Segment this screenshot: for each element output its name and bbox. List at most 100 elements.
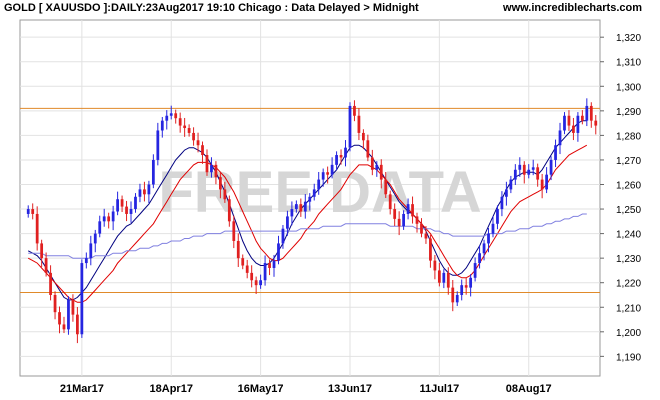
candle-body: [353, 105, 356, 116]
candle-body: [455, 294, 459, 303]
candle-body: [143, 189, 146, 195]
x-tick-label: 18Apr17: [150, 383, 193, 395]
candle-body: [187, 128, 191, 133]
candle-body: [330, 164, 334, 175]
candle-body: [40, 243, 44, 259]
candle-body: [388, 194, 392, 210]
x-axis: 21Mar17 18Apr17 16May17 13Jun17 11Jul17 08Aug…: [60, 383, 552, 395]
candle-body: [558, 130, 562, 146]
candle-body: [317, 179, 321, 190]
candle-body: [433, 260, 437, 271]
candle-body: [518, 164, 522, 170]
site-url[interactable]: www.incrediblecharts.com: [503, 2, 642, 14]
candle-body: [348, 105, 352, 148]
candle-body: [496, 209, 499, 224]
candle-body: [232, 221, 236, 241]
candle-body: [93, 233, 97, 244]
candle-body: [205, 155, 209, 173]
candles: [26, 98, 598, 344]
candle-body: [437, 270, 441, 283]
y-tick-label: 1,260: [616, 180, 641, 191]
x-tick-label: 16May17: [238, 383, 284, 395]
y-tick-label: 1,300: [616, 82, 641, 93]
candle-body: [509, 179, 513, 190]
candle-body: [31, 209, 35, 214]
candle-body: [134, 196, 137, 210]
candle-body: [290, 209, 294, 217]
candle-body: [464, 285, 468, 288]
candle-body: [80, 263, 84, 335]
candle-body: [44, 258, 48, 273]
candle-body: [545, 174, 548, 190]
candle-body: [49, 272, 52, 295]
x-tick-label: 08Aug17: [506, 383, 552, 395]
candle-body: [223, 189, 227, 200]
candle-body: [339, 155, 343, 158]
y-tick-label: 1,310: [616, 58, 641, 69]
candle-body: [505, 189, 508, 197]
candle-body: [178, 118, 182, 126]
candle-body: [344, 147, 347, 158]
candle-body: [487, 233, 490, 244]
candle-body: [500, 196, 504, 210]
candle-body: [214, 164, 218, 178]
y-tick-label: 1,250: [616, 205, 641, 216]
candle-body: [513, 169, 517, 180]
moving-average-line: [27, 120, 587, 301]
candle-body: [201, 145, 204, 156]
candle-body: [531, 167, 535, 170]
candle-body: [572, 125, 575, 133]
candle-body: [156, 130, 160, 160]
candle-body: [259, 280, 262, 286]
candle-body: [370, 157, 374, 170]
candle-body: [549, 159, 553, 175]
candle-body: [62, 324, 66, 330]
candle-body: [527, 169, 531, 175]
candle-body: [160, 120, 164, 131]
candle-body: [420, 223, 423, 234]
candle-body: [451, 287, 455, 303]
y-tick-label: 1,190: [616, 352, 641, 363]
candle-body: [411, 204, 414, 217]
candle-body: [299, 204, 303, 212]
candle-body: [286, 216, 289, 229]
candle-body: [250, 272, 254, 281]
candle-body: [120, 199, 124, 207]
candle-body: [326, 172, 330, 175]
candle-body: [67, 299, 70, 330]
candle-body: [473, 263, 477, 278]
candle-body: [589, 105, 593, 121]
candle-body: [116, 199, 119, 212]
candle-body: [312, 189, 316, 197]
candle-body: [151, 159, 155, 185]
candle-body: [308, 196, 312, 202]
candle-body: [567, 115, 571, 126]
candle-body: [424, 233, 428, 239]
x-tick-label: 21Mar17: [60, 383, 104, 395]
candle-body: [89, 243, 93, 259]
candle-body: [379, 164, 383, 180]
candle-body: [254, 280, 258, 286]
candle-body: [563, 115, 566, 131]
candle-body: [76, 314, 79, 335]
chart-title: GOLD [ XAUUSDO ]:DAILY:23Aug2017 19:10 C…: [4, 2, 419, 14]
candle-body: [165, 115, 169, 121]
horizontal-lines: [20, 107, 600, 294]
candle-body: [147, 184, 151, 195]
candle-body: [303, 201, 307, 212]
candle-body: [129, 209, 133, 214]
candle-body: [294, 204, 298, 210]
y-tick-label: 1,270: [616, 156, 641, 167]
candle-body: [540, 179, 544, 190]
candle-body: [321, 172, 325, 180]
candle-body: [196, 140, 200, 146]
candle-body: [58, 312, 61, 325]
candle-body: [277, 243, 280, 261]
candle-body: [236, 240, 240, 259]
y-tick-label: 1,210: [616, 303, 641, 314]
y-tick-label: 1,230: [616, 254, 641, 265]
candle-body: [71, 299, 75, 315]
candle-body: [281, 228, 285, 244]
candle-body: [446, 272, 450, 288]
